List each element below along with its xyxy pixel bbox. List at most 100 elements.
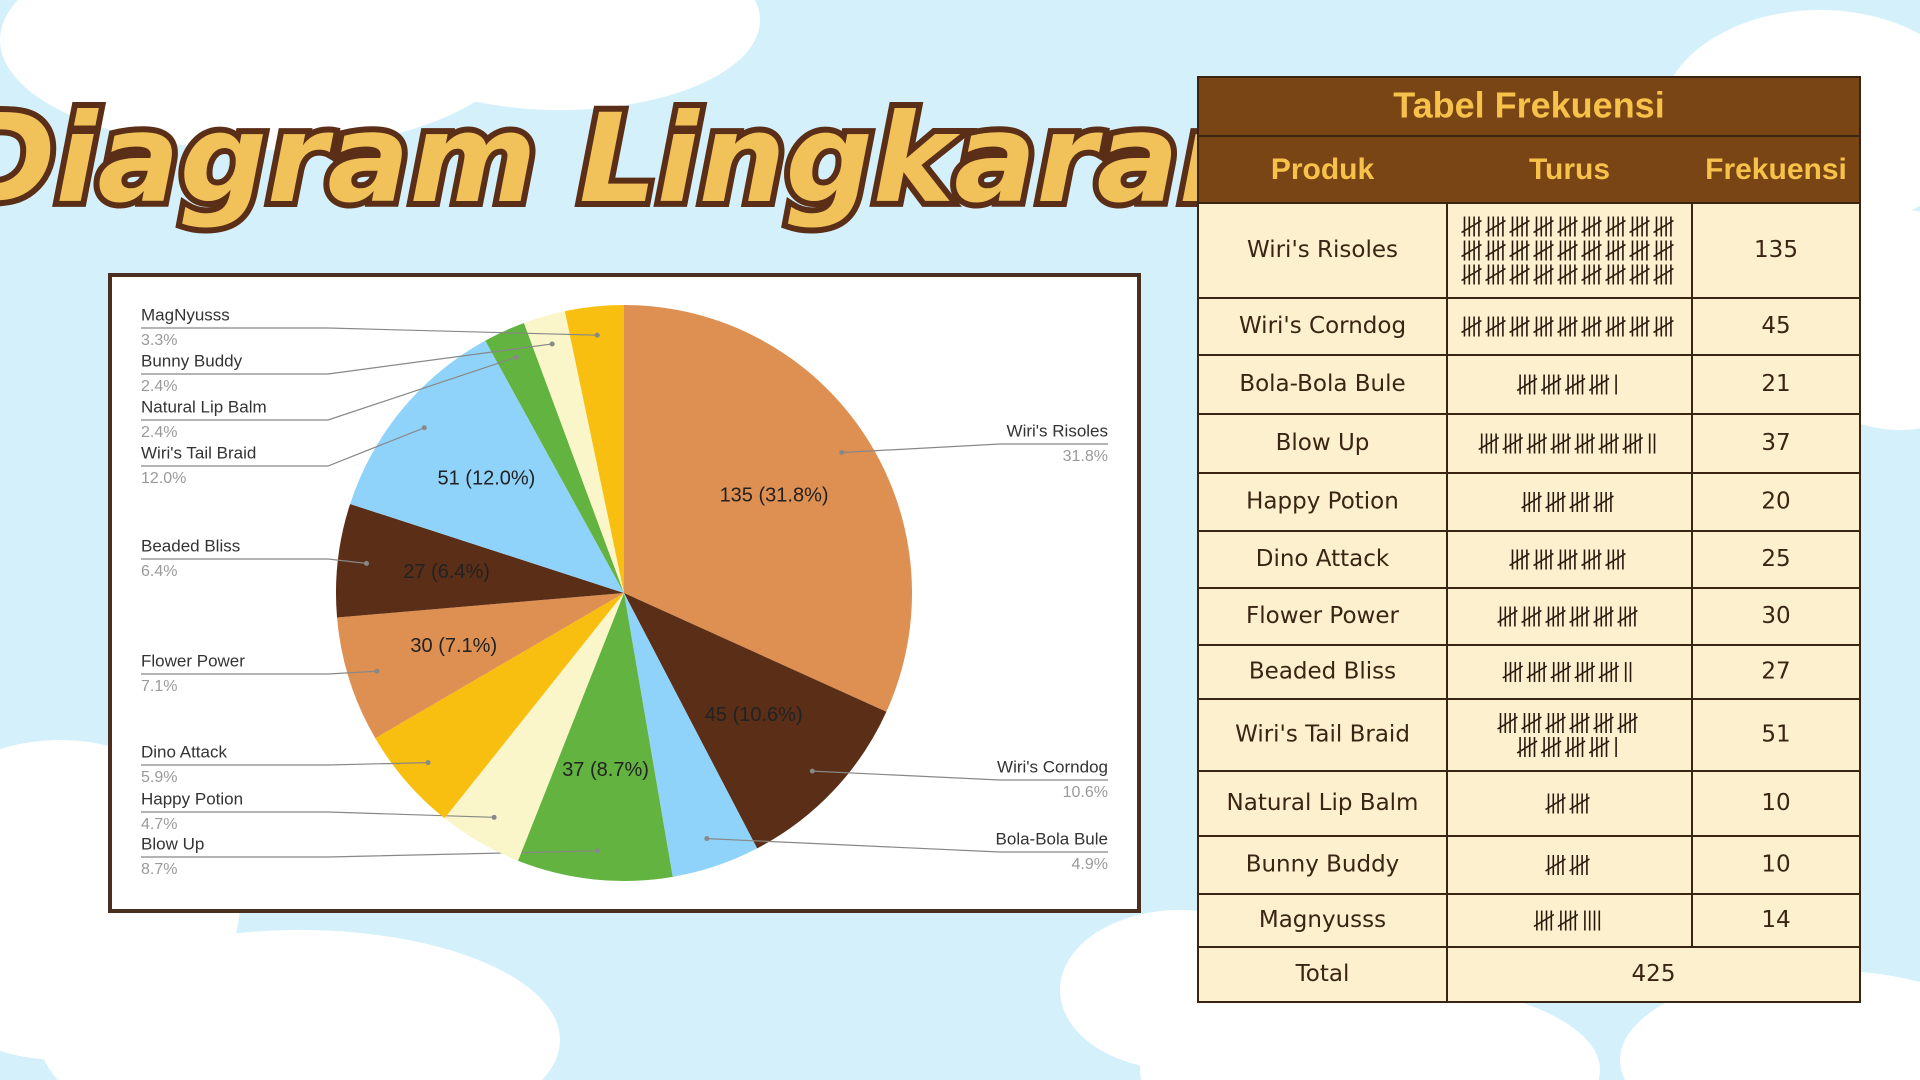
pie-slice <box>444 593 624 861</box>
frequency-table: Tabel Frekuensi Produk Turus Frekuensi Wiri'… <box>1197 76 1861 1003</box>
leader-dot <box>513 354 519 360</box>
leader-dot <box>594 332 600 338</box>
tally-marks <box>1545 855 1590 875</box>
tally-marks <box>1461 316 1674 337</box>
column-header: Produk <box>1271 153 1375 186</box>
leader-dot <box>425 760 431 766</box>
tally-marks <box>1497 713 1638 757</box>
legend-name: MagNyusss <box>141 305 230 324</box>
frequency: 30 <box>1761 603 1790 629</box>
legend-name: Flower Power <box>141 651 245 670</box>
frequency: 10 <box>1761 852 1790 878</box>
frequency: 20 <box>1761 489 1790 515</box>
tally-marks <box>1545 793 1590 814</box>
product-name: Bunny Buddy <box>1246 852 1400 878</box>
product-name: Beaded Bliss <box>1249 659 1396 685</box>
pie-slice <box>375 593 624 819</box>
legend-percent: 4.7% <box>141 816 177 833</box>
frequency: 27 <box>1761 659 1790 685</box>
table-row-bg <box>1197 530 1861 589</box>
tally-marks <box>1516 374 1617 395</box>
table-row-bg <box>1197 698 1861 772</box>
leader-dot <box>594 848 600 854</box>
leader-line <box>841 443 1108 454</box>
tally-marks <box>1502 662 1632 682</box>
pie-slice <box>624 593 758 877</box>
legend-name: Wiri's Risoles <box>1007 421 1108 440</box>
leader-line <box>141 327 598 336</box>
leader-dot <box>704 836 710 842</box>
leader-line <box>812 770 1108 781</box>
legend-name: Bola-Bola Bule <box>996 829 1108 848</box>
legend-percent: 2.4% <box>141 424 177 441</box>
slice-label: 51 (12.0%) <box>437 467 535 489</box>
pie-slice <box>337 593 624 739</box>
column-header: Frekuensi <box>1705 153 1847 186</box>
leader-dot <box>363 560 369 566</box>
frequency: 45 <box>1761 313 1790 339</box>
legend-percent: 4.9% <box>1072 856 1108 873</box>
pie-slice <box>564 305 624 593</box>
product-name: Blow Up <box>1276 430 1370 456</box>
leader-dot <box>374 668 380 674</box>
slice-label: 30 (7.1%) <box>410 635 497 657</box>
product-name: Natural Lip Balm <box>1227 790 1419 816</box>
legend-name: Natural Lip Balm <box>141 397 267 416</box>
leader-line <box>141 762 429 766</box>
frequency: 10 <box>1761 790 1790 816</box>
frequency: 135 <box>1754 237 1798 263</box>
product-name: Bola-Bola Bule <box>1239 371 1405 397</box>
leader-line <box>141 356 517 421</box>
legend-name: Blow Up <box>141 834 204 853</box>
frequency: 21 <box>1761 371 1790 397</box>
leader-line <box>141 343 553 375</box>
frequency: 25 <box>1761 546 1790 572</box>
legend-percent: 7.1% <box>141 678 177 695</box>
pie-slice <box>350 340 624 593</box>
product-name: Wiri's Tail Braid <box>1235 722 1410 748</box>
leader-line <box>141 558 367 564</box>
frequency: 14 <box>1761 907 1790 933</box>
product-name: Magnyusss <box>1259 907 1386 933</box>
slice-label: 135 (31.8%) <box>720 484 829 506</box>
leader-line <box>706 838 1108 853</box>
legend-percent: 6.4% <box>141 563 177 580</box>
page-title: Diagram Lingkaran <box>0 88 1266 230</box>
slice-label: 37 (8.7%) <box>562 759 649 781</box>
column-header: Turus <box>1529 153 1610 186</box>
pie-slice <box>624 305 912 712</box>
frequency: 37 <box>1761 430 1790 456</box>
product-name: Dino Attack <box>1256 546 1390 572</box>
table-row-bg <box>1197 297 1861 356</box>
tally-marks <box>1461 216 1674 285</box>
legend-name: Dino Attack <box>141 742 227 761</box>
table-header-bg <box>1197 135 1861 204</box>
slice-label: 27 (6.4%) <box>403 561 490 583</box>
legend-percent: 5.9% <box>141 769 177 786</box>
table-row-bg <box>1197 202 1861 299</box>
total-value: 425 <box>1632 961 1676 987</box>
table-total-bg <box>1197 946 1861 1003</box>
slice-label: 45 (10.6%) <box>705 704 803 726</box>
legend-name: Bunny Buddy <box>141 351 243 370</box>
tally-marks <box>1521 492 1614 512</box>
product-name: Wiri's Corndog <box>1239 313 1406 339</box>
legend-name: Beaded Bliss <box>141 536 240 555</box>
legend-percent: 31.8% <box>1063 448 1108 465</box>
leader-line <box>141 427 425 467</box>
table-row-bg <box>1197 835 1861 895</box>
pie-slice <box>624 593 887 849</box>
legend-name: Happy Potion <box>141 789 243 808</box>
leader-line <box>141 811 495 818</box>
leader-dot <box>549 341 555 347</box>
tally-marks <box>1533 910 1601 931</box>
table-title: Tabel Frekuensi <box>1393 85 1664 126</box>
product-name: Wiri's Risoles <box>1247 237 1398 263</box>
legend-percent: 8.7% <box>141 861 177 878</box>
table-row-bg <box>1197 893 1861 948</box>
product-name: Happy Potion <box>1246 489 1399 515</box>
leader-dot <box>839 449 845 455</box>
legend-percent: 3.3% <box>141 332 177 349</box>
